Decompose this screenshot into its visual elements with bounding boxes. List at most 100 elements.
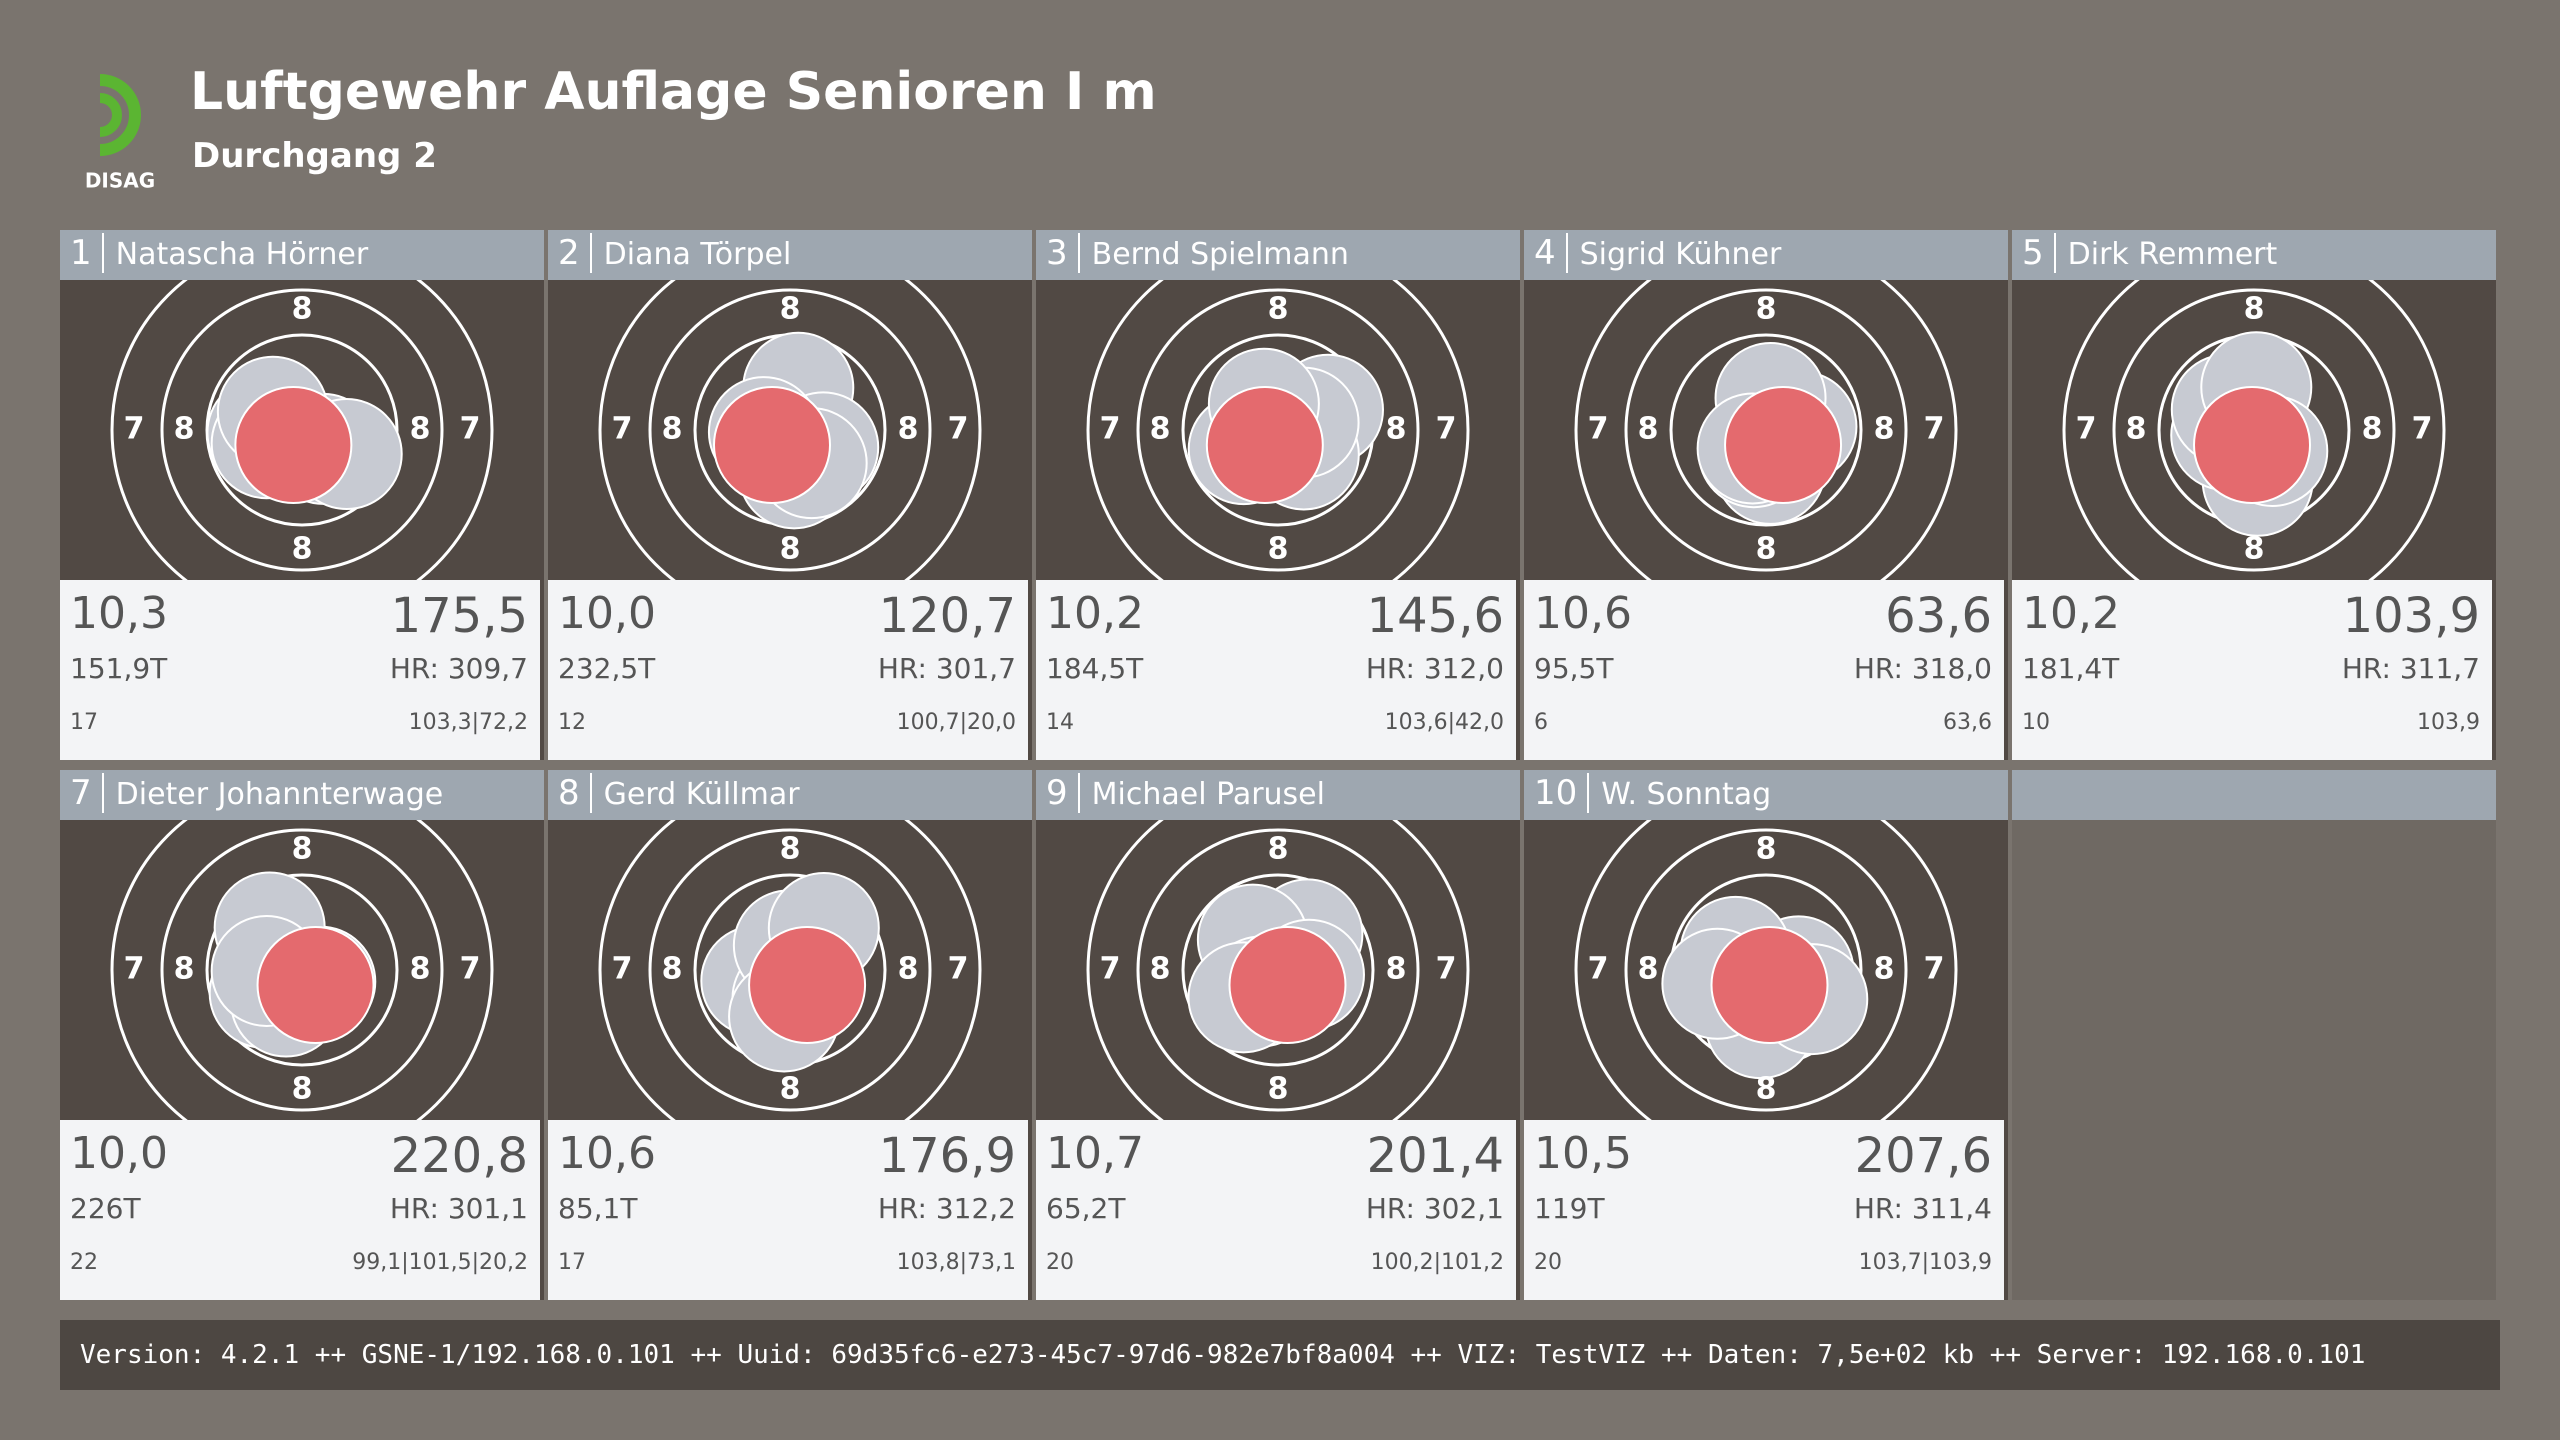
ring — [205, 873, 399, 1067]
shooter-cell: 1 Natascha Hörner 8 8 8 8 7 7 10,3 175,5 151,9T HR:… — [60, 230, 544, 760]
ring-label: 8 — [1756, 1072, 1777, 1107]
ring — [1574, 820, 1958, 1120]
ring-label: 8 — [662, 952, 683, 987]
shots: 17 — [70, 710, 98, 735]
ring-label: 8 — [2244, 532, 2265, 567]
lane-number: 9 — [1036, 773, 1080, 813]
cell-header: 7 Dieter Johannterwage — [60, 770, 544, 820]
time: 181,4T — [2022, 652, 2120, 685]
ring — [110, 820, 494, 1120]
time: 226T — [70, 1192, 141, 1225]
ring-label: 8 — [1268, 1072, 1289, 1107]
target: 888 87 7 — [1574, 280, 1958, 580]
empty-cell — [2012, 770, 2496, 1300]
last-shot-score: 10,5 — [1534, 1128, 1632, 1179]
cell-header: 8 Gerd Küllmar — [548, 770, 1032, 820]
total: 220,8 — [390, 1128, 528, 1184]
lane-number: 10 — [1524, 773, 1590, 813]
score-panel: 10,7 201,4 65,2T HR: 302,1 20 100,2|101,2 — [1036, 1120, 1520, 1300]
series: 103,3|72,2 — [408, 710, 528, 735]
hr: HR: 301,7 — [877, 652, 1016, 685]
ring-label: 8 — [1756, 292, 1777, 327]
ring — [1624, 288, 1908, 572]
score-panel: 10,6 176,9 85,1T HR: 312,2 17 103,8|73,1 — [548, 1120, 1032, 1300]
total: 201,4 — [1366, 1128, 1504, 1184]
shooter-name: Dirk Remmert — [2067, 237, 2278, 272]
ring-label: 8 — [174, 412, 195, 447]
ring-label: 7 — [2076, 412, 2097, 447]
shooter-name: Michael Parusel — [1091, 777, 1325, 812]
ring — [1669, 333, 1863, 527]
ring-label: 8 — [292, 532, 313, 567]
total: 120,7 — [878, 588, 1016, 644]
shots: 6 — [1534, 710, 1548, 735]
target: 888 87 7 — [1086, 280, 1470, 580]
ring-label: 8 — [1638, 952, 1659, 987]
series: 103,9 — [2417, 710, 2480, 735]
ring-label: 8 — [2244, 292, 2265, 327]
last-shot — [2193, 386, 2312, 504]
ring-label: 8 — [1150, 952, 1171, 987]
hr: HR: 302,1 — [1365, 1192, 1504, 1225]
shooter-name: Diana Törpel — [603, 237, 792, 272]
hr: HR: 301,1 — [389, 1192, 528, 1225]
cell-header: 4 Sigrid Kühner — [1524, 230, 2008, 280]
series: 103,7|103,9 — [1858, 1250, 1992, 1275]
target: 888 87 7 — [2062, 280, 2446, 580]
time: 119T — [1534, 1192, 1605, 1225]
ring-label: 8 — [898, 952, 919, 987]
ring-label: 8 — [292, 832, 313, 867]
lane-number: 4 — [1524, 233, 1568, 273]
hr: HR: 312,0 — [1365, 652, 1504, 685]
series: 103,6|42,0 — [1384, 710, 1504, 735]
ring — [1574, 280, 1958, 580]
ring-label: 8 — [2126, 412, 2147, 447]
ring-label: 7 — [1436, 412, 1457, 447]
shooter-cell: 9 Michael Parusel 8 8 8 8 7 7 10,7 201,4 65,2T HR: … — [1036, 770, 1520, 1300]
ring-label: 8 — [780, 532, 801, 567]
shooter-cell: 4 Sigrid Kühner 8 8 8 8 7 7 10,6 63,6 95,5T HR: 318… — [1524, 230, 2008, 760]
last-shot-score: 10,6 — [1534, 588, 1632, 639]
ring — [598, 280, 982, 580]
cell-header: 3 Bernd Spielmann — [1036, 230, 1520, 280]
last-shot — [256, 926, 375, 1044]
footer: Version: 4.2.1 ++ GSNE-1/192.168.0.101 +… — [60, 1320, 2500, 1390]
ring — [598, 820, 982, 1120]
ring-label: 8 — [898, 412, 919, 447]
ring-label: 7 — [1100, 952, 1121, 987]
ring-label: 8 — [780, 1072, 801, 1107]
ring-label: 7 — [460, 412, 481, 447]
hr: HR: 311,4 — [1853, 1192, 1992, 1225]
series: 63,6 — [1943, 710, 1992, 735]
ring-label: 8 — [1874, 412, 1895, 447]
last-shot-score: 10,3 — [70, 588, 168, 639]
hr: HR: 312,2 — [877, 1192, 1016, 1225]
last-shot — [748, 926, 867, 1044]
target: 888 87 7 — [110, 280, 494, 580]
time: 85,1T — [558, 1192, 638, 1225]
cell-header: 9 Michael Parusel — [1036, 770, 1520, 820]
ring-label: 7 — [1924, 412, 1945, 447]
last-shot-score: 10,2 — [2022, 588, 2120, 639]
ring-label: 8 — [1150, 412, 1171, 447]
hr: HR: 309,7 — [389, 652, 528, 685]
shooter-cell: 7 Dieter Johannterwage 8 8 8 8 7 7 10,0 220,8 226T… — [60, 770, 544, 1300]
last-shot-score: 10,2 — [1046, 588, 1144, 639]
shots: 17 — [558, 1250, 586, 1275]
last-shot — [1228, 926, 1347, 1044]
total: 175,5 — [390, 588, 528, 644]
ring-label: 8 — [1386, 952, 1407, 987]
lane-number: 3 — [1036, 233, 1080, 273]
ring-label: 7 — [460, 952, 481, 987]
ring-label: 8 — [1638, 412, 1659, 447]
lane-number: 2 — [548, 233, 592, 273]
lane-number: 1 — [60, 233, 104, 273]
ring-label: 8 — [662, 412, 683, 447]
ring — [110, 280, 494, 580]
shooter-cell: 2 Diana Törpel 8 8 8 8 7 7 10,0 120,7 232,5T HR: 30… — [548, 230, 1032, 760]
cell-header: 1 Natascha Hörner — [60, 230, 544, 280]
score-panel: 10,3 175,5 151,9T HR: 309,7 17 103,3|72,2 — [60, 580, 544, 760]
shots: 12 — [558, 710, 586, 735]
total: 207,6 — [1854, 1128, 1992, 1184]
shooter-name: W. Sonntag — [1601, 777, 1772, 812]
